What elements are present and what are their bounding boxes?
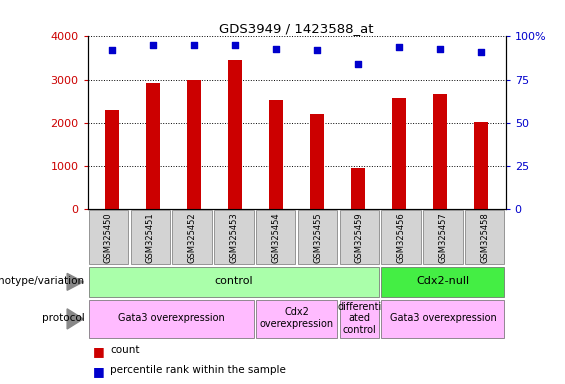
- Text: ■: ■: [93, 365, 105, 378]
- Bar: [310, 114, 324, 209]
- Text: GSM325454: GSM325454: [271, 213, 280, 263]
- Bar: [89, 266, 379, 297]
- Bar: [131, 210, 170, 264]
- Text: control: control: [215, 276, 253, 286]
- Bar: [187, 80, 201, 209]
- Text: percentile rank within the sample: percentile rank within the sample: [110, 365, 286, 375]
- Bar: [269, 101, 283, 209]
- Text: differenti
ated
control: differenti ated control: [337, 301, 381, 335]
- Bar: [433, 94, 447, 209]
- Text: GSM325451: GSM325451: [146, 213, 155, 263]
- Bar: [105, 110, 119, 209]
- Bar: [256, 300, 337, 338]
- Text: GSM325452: GSM325452: [188, 213, 197, 263]
- Point: [312, 47, 321, 53]
- Bar: [474, 122, 488, 209]
- Text: GSM325458: GSM325458: [480, 213, 489, 263]
- Text: GSM325456: GSM325456: [397, 213, 406, 263]
- Bar: [340, 210, 379, 264]
- Text: protocol: protocol: [42, 313, 85, 323]
- Point: [436, 46, 445, 52]
- Bar: [172, 210, 212, 264]
- Bar: [89, 210, 128, 264]
- Point: [354, 61, 363, 67]
- Bar: [465, 210, 505, 264]
- Bar: [228, 60, 242, 209]
- Text: count: count: [110, 345, 140, 355]
- Text: GSM325453: GSM325453: [229, 213, 238, 263]
- Text: Gata3 overexpression: Gata3 overexpression: [118, 313, 224, 323]
- Point: [476, 49, 485, 55]
- Bar: [146, 83, 160, 209]
- Bar: [392, 98, 406, 209]
- Point: [108, 47, 117, 53]
- Point: [394, 44, 403, 50]
- Bar: [298, 210, 337, 264]
- Bar: [423, 210, 463, 264]
- Text: GSM325455: GSM325455: [313, 213, 322, 263]
- Point: [272, 46, 281, 52]
- Text: GSM325450: GSM325450: [104, 213, 113, 263]
- Title: GDS3949 / 1423588_at: GDS3949 / 1423588_at: [219, 22, 374, 35]
- Bar: [351, 168, 366, 209]
- Text: GSM325457: GSM325457: [438, 213, 447, 263]
- Point: [149, 42, 158, 48]
- Text: Cdx2
overexpression: Cdx2 overexpression: [259, 307, 334, 329]
- Text: Gata3 overexpression: Gata3 overexpression: [390, 313, 496, 323]
- Text: ■: ■: [93, 345, 105, 358]
- Point: [190, 42, 199, 48]
- Polygon shape: [67, 273, 83, 290]
- Bar: [214, 210, 254, 264]
- Text: GSM325459: GSM325459: [355, 213, 364, 263]
- Bar: [340, 300, 379, 338]
- Text: Cdx2-null: Cdx2-null: [416, 276, 470, 286]
- Bar: [381, 210, 421, 264]
- Bar: [256, 210, 295, 264]
- Bar: [381, 300, 505, 338]
- Point: [231, 42, 240, 48]
- Bar: [89, 300, 254, 338]
- Bar: [381, 266, 505, 297]
- Polygon shape: [67, 309, 83, 329]
- Text: genotype/variation: genotype/variation: [0, 276, 85, 286]
